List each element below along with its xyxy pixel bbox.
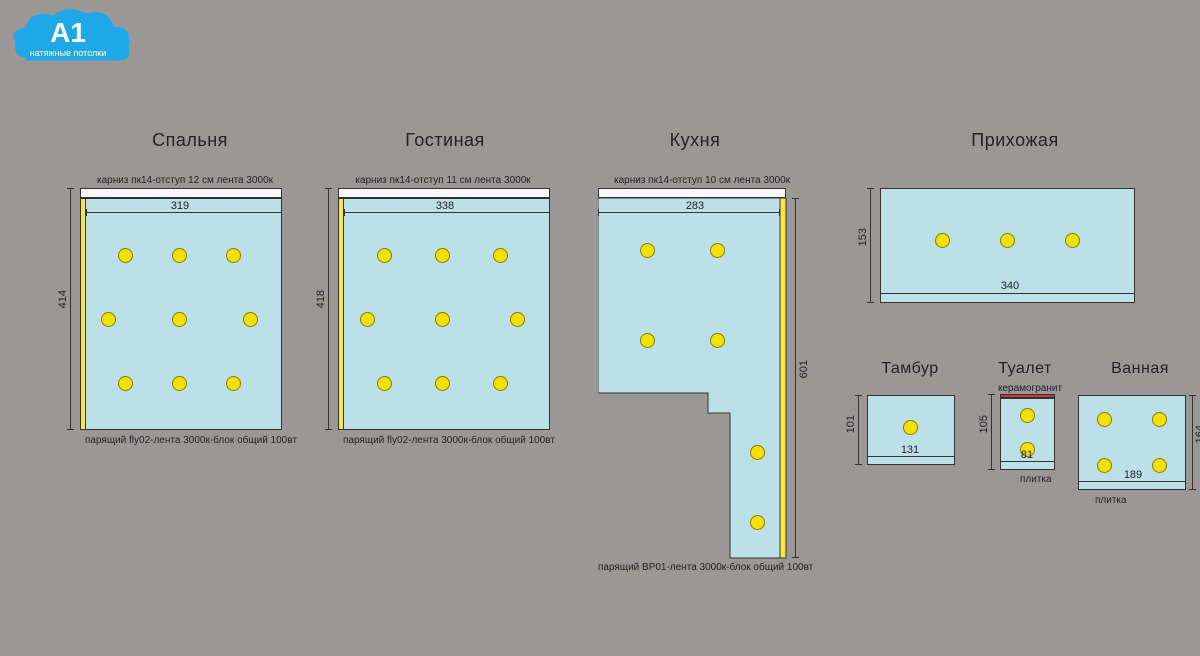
dim-width-bedroom: 319 bbox=[150, 200, 210, 212]
dim-height-hall: 153 bbox=[857, 228, 869, 246]
lamp bbox=[101, 312, 116, 327]
dim-height-tambur: 101 bbox=[845, 415, 857, 433]
lamp bbox=[493, 376, 508, 391]
lamp bbox=[640, 243, 655, 258]
dim-line bbox=[795, 198, 796, 558]
top-note-bedroom: карниз пк14-отступ 12 см лента 3000к bbox=[85, 175, 285, 186]
cornice-living bbox=[338, 188, 550, 198]
room-title-bedroom: Спальня bbox=[105, 130, 275, 151]
lamp bbox=[360, 312, 375, 327]
lamp bbox=[1152, 412, 1167, 427]
lamp bbox=[118, 376, 133, 391]
lamp bbox=[710, 243, 725, 258]
dim-line bbox=[991, 394, 992, 470]
lamp bbox=[377, 376, 392, 391]
room-title-kitchen: Кухня bbox=[620, 130, 770, 151]
dim-width-hall: 340 bbox=[980, 280, 1040, 292]
lamp bbox=[1000, 233, 1015, 248]
room-title-hall: Прихожая bbox=[930, 130, 1100, 151]
dim-line bbox=[1000, 461, 1055, 462]
dim-width-living: 338 bbox=[415, 200, 475, 212]
lamp bbox=[118, 248, 133, 263]
top-note-toilet: керамогранит bbox=[985, 383, 1075, 394]
lamp bbox=[493, 248, 508, 263]
lamp bbox=[903, 420, 918, 435]
dim-height-bath: 164 bbox=[1194, 425, 1200, 443]
bottom-note-toilet: плитка bbox=[1020, 474, 1052, 485]
lamp bbox=[1097, 412, 1112, 427]
lamp bbox=[172, 248, 187, 263]
dim-width-bath: 189 bbox=[1108, 469, 1158, 481]
logo: А1 натяжные потолки bbox=[8, 2, 138, 87]
lamp bbox=[750, 515, 765, 530]
bottom-note-bath: плитка bbox=[1095, 495, 1127, 506]
room-title-bath: Ванная bbox=[1090, 360, 1190, 378]
dim-height-living: 418 bbox=[315, 290, 327, 308]
bottom-note-bedroom: парящий fly02-лента 3000к-блок общий 100… bbox=[85, 435, 297, 446]
dim-line bbox=[328, 188, 329, 430]
led-strip-bedroom bbox=[80, 198, 86, 430]
cornice-kitchen bbox=[598, 188, 786, 198]
dim-width-toilet: 81 bbox=[1007, 449, 1047, 461]
lamp bbox=[172, 312, 187, 327]
lamp bbox=[710, 333, 725, 348]
logo-sub: натяжные потолки bbox=[30, 48, 106, 58]
dim-line bbox=[598, 212, 780, 213]
panel-kitchen bbox=[598, 198, 794, 562]
top-note-kitchen: карниз пк14-отступ 10 см лента 3000к bbox=[602, 175, 802, 186]
lamp bbox=[435, 312, 450, 327]
dim-line bbox=[344, 212, 550, 213]
dim-line bbox=[867, 456, 955, 457]
lamp bbox=[172, 376, 187, 391]
lamp bbox=[510, 312, 525, 327]
dim-line bbox=[70, 188, 71, 430]
room-title-toilet: Туалет bbox=[975, 360, 1075, 378]
cornice-bedroom bbox=[80, 188, 282, 198]
logo-brand: А1 bbox=[50, 17, 86, 48]
bottom-note-living: парящий fly02-лента 3000к-блок общий 100… bbox=[343, 435, 555, 446]
lamp bbox=[243, 312, 258, 327]
lamp bbox=[640, 333, 655, 348]
dim-line bbox=[858, 395, 859, 465]
dim-line bbox=[1078, 481, 1186, 482]
dim-height-bedroom: 414 bbox=[57, 290, 69, 308]
lamp bbox=[377, 248, 392, 263]
dim-line bbox=[1192, 395, 1193, 490]
dim-line bbox=[86, 212, 282, 213]
dim-width-kitchen: 283 bbox=[665, 200, 725, 212]
dim-height-toilet: 105 bbox=[978, 415, 990, 433]
lamp bbox=[1065, 233, 1080, 248]
dim-height-kitchen: 601 bbox=[798, 360, 810, 378]
dim-width-tambur: 131 bbox=[885, 444, 935, 456]
led-strip-living bbox=[338, 198, 344, 430]
lamp bbox=[435, 376, 450, 391]
dim-line bbox=[870, 188, 871, 303]
room-title-living: Гостиная bbox=[360, 130, 530, 151]
lamp bbox=[750, 445, 765, 460]
dim-line bbox=[880, 293, 1135, 294]
lamp bbox=[1020, 408, 1035, 423]
lamp bbox=[226, 376, 241, 391]
bottom-note-kitchen: парящий ВР01-лента 3000к-блок общий 100в… bbox=[598, 562, 813, 573]
ceiling-plan-canvas: { "logo":{"brand":"А1","sub":"натяжные п… bbox=[0, 0, 1200, 656]
lamp bbox=[435, 248, 450, 263]
room-title-tambur: Тамбур bbox=[855, 360, 965, 378]
lamp bbox=[226, 248, 241, 263]
lamp bbox=[935, 233, 950, 248]
top-note-living: карниз пк14-отступ 11 см лента 3000к bbox=[343, 175, 543, 186]
